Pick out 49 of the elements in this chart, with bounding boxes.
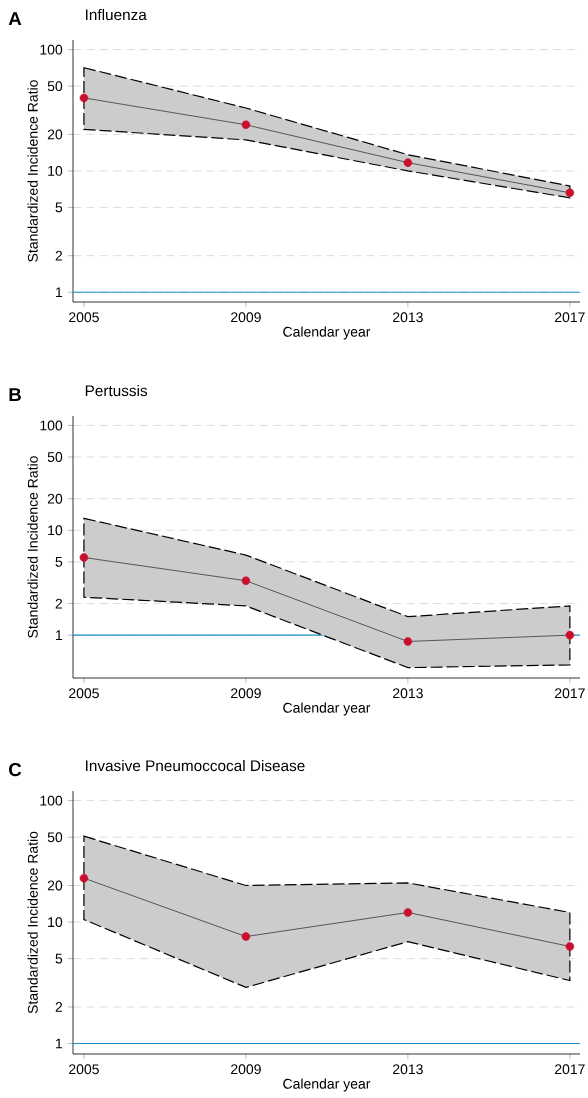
- y-tick-label: 1: [56, 1038, 63, 1049]
- x-tick-label: 2013: [393, 688, 423, 699]
- y-tick-label: 10: [48, 917, 63, 928]
- chart-title: Pertussis: [85, 384, 148, 397]
- y-tick-label: 1: [56, 287, 63, 297]
- y-tick-label: 20: [47, 493, 63, 504]
- x-tick-label: 2005: [69, 312, 99, 323]
- y-tick-label: 1: [56, 630, 63, 640]
- point: [565, 188, 575, 198]
- x-axis-title: Calendar year: [283, 702, 371, 716]
- y-tick-label: 2: [55, 598, 63, 609]
- y-tick-label: 20: [47, 129, 63, 140]
- x-tick-label: 2017: [555, 688, 585, 699]
- y-tick-label: 100: [40, 420, 63, 431]
- y-tick-label: 50: [47, 81, 63, 92]
- y-tick-label: 50: [47, 452, 63, 462]
- y-axis-title: Standardized Incidence Ratio: [27, 456, 38, 638]
- x-tick-label: 2009: [231, 1064, 261, 1075]
- y-axis-title: Standardized Incidence Ratio: [27, 831, 38, 1014]
- y-tick-label: 5: [55, 202, 63, 213]
- x-tick-label: 2005: [69, 688, 99, 699]
- x-tick-label: 2009: [231, 312, 261, 323]
- x-tick-label: 2013: [393, 1064, 423, 1075]
- chart-title: Influenza: [86, 8, 147, 21]
- text: C: [9, 762, 22, 777]
- x-tick-label: 2013: [393, 312, 423, 323]
- y-tick-label: 5: [55, 953, 63, 964]
- y-tick-label: 10: [48, 525, 63, 536]
- y-tick-label: 50: [47, 832, 63, 843]
- x-tick-label: 2017: [555, 1064, 585, 1075]
- x-tick-label: 2009: [231, 688, 261, 699]
- text: A: [8, 12, 22, 26]
- point: [79, 93, 89, 103]
- x-axis-title: Calendar year: [283, 1078, 371, 1092]
- chart-title: Invasive Pneumoccocal Disease: [86, 759, 305, 772]
- y-tick-label: 100: [40, 795, 63, 806]
- text: B: [9, 388, 21, 402]
- y-tick-label: 2: [55, 250, 63, 261]
- y-tick-label: 2: [55, 1002, 63, 1012]
- y-tick-label: 5: [55, 556, 63, 567]
- x-axis-title: Calendar year: [283, 326, 371, 340]
- point: [403, 158, 413, 167]
- y-tick-label: 10: [48, 165, 63, 176]
- y-tick-label: 100: [40, 44, 63, 55]
- x-tick-label: 2017: [555, 312, 585, 323]
- y-axis-title: Standardized Incidence Ratio: [27, 80, 38, 262]
- point: [241, 120, 251, 130]
- x-tick-label: 2005: [69, 1064, 99, 1075]
- y-tick-label: 20: [47, 880, 63, 891]
